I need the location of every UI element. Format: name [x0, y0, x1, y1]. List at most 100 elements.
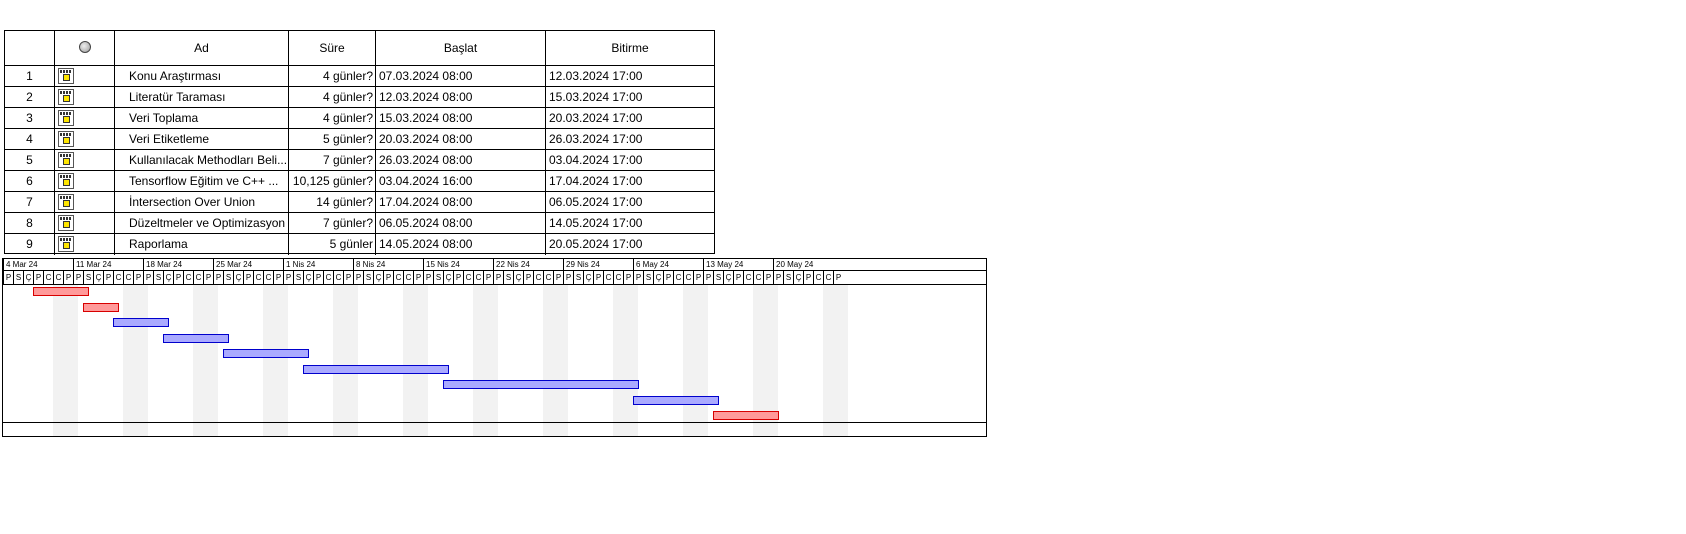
row-task-name[interactable]: Kullanılacak Methodları Beli... — [115, 150, 289, 170]
table-row[interactable]: 6 Tensorflow Eğitim ve C++ ... 10,125 günl… — [5, 171, 714, 192]
row-duration[interactable]: 7 günler? — [289, 213, 376, 233]
row-finish[interactable]: 20.05.2024 17:00 — [549, 237, 643, 251]
header-finish[interactable]: Bitirme — [611, 41, 649, 55]
task-calendar-icon — [58, 236, 74, 252]
table-row[interactable]: 4 Veri Etiketleme 5 günler? 20.03.2024 08:0… — [5, 129, 714, 150]
task-bar[interactable] — [713, 411, 779, 420]
day-label: P — [313, 271, 323, 284]
row-start[interactable]: 03.04.2024 16:00 — [376, 171, 546, 191]
task-bar[interactable] — [303, 364, 449, 374]
task-bar[interactable] — [443, 380, 639, 389]
row-duration[interactable]: 5 günler — [289, 234, 376, 255]
task-bar[interactable] — [223, 349, 309, 358]
row-duration[interactable]: 7 günler? — [289, 150, 376, 170]
row-duration[interactable]: 4 günler? — [289, 108, 376, 128]
day-label: C — [263, 271, 273, 284]
header-name[interactable]: Ad — [115, 31, 289, 65]
weekend-shading — [193, 285, 218, 436]
row-duration[interactable]: 10,125 günler? — [289, 171, 376, 191]
week-label: 20 May 24 — [773, 259, 843, 270]
row-duration[interactable]: 14 günler? — [289, 192, 376, 212]
row-finish[interactable]: 26.03.2024 17:00 — [549, 132, 643, 146]
table-row[interactable]: 2 Literatür Taraması 4 günler? 12.03.2024 0… — [5, 87, 714, 108]
table-row[interactable]: 9 Raporlama 5 günler 14.05.2024 08:00 20.05.… — [5, 234, 714, 255]
day-label: C — [53, 271, 63, 284]
day-label: P — [3, 271, 13, 284]
table-row[interactable]: 3 Veri Toplama 4 günler? 15.03.2024 08:00 20… — [5, 108, 714, 129]
row-id[interactable]: 8 — [5, 213, 55, 233]
row-finish[interactable]: 12.03.2024 17:00 — [549, 69, 643, 83]
row-indicators[interactable] — [55, 192, 115, 212]
row-id[interactable]: 1 — [5, 66, 55, 86]
row-indicators[interactable] — [55, 129, 115, 149]
row-start[interactable]: 12.03.2024 08:00 — [376, 87, 546, 107]
row-indicators[interactable] — [55, 87, 115, 107]
row-indicators[interactable] — [55, 213, 115, 233]
task-bar[interactable] — [83, 302, 119, 312]
row-duration[interactable]: 4 günler? — [289, 87, 376, 107]
row-finish[interactable]: 20.03.2024 17:00 — [549, 111, 643, 125]
gantt-chart: 4 Mar 24 11 Mar 24 18 Mar 24 25 Mar 24 1 Nis… — [2, 258, 987, 437]
row-task-name[interactable]: Konu Araştırması — [115, 66, 289, 86]
row-start[interactable]: 20.03.2024 08:00 — [376, 129, 546, 149]
row-indicators[interactable] — [55, 234, 115, 255]
header-duration[interactable]: Süre — [289, 31, 376, 65]
row-id[interactable]: 9 — [5, 234, 55, 255]
table-row[interactable]: 8 Düzeltmeler ve Optimizasyon 7 günler? 06.… — [5, 213, 714, 234]
day-label: C — [333, 271, 343, 284]
row-id[interactable]: 2 — [5, 87, 55, 107]
task-bar[interactable] — [33, 287, 89, 296]
row-task-name[interactable]: Veri Toplama — [115, 108, 289, 128]
row-id[interactable]: 6 — [5, 171, 55, 191]
row-task-name[interactable]: Raporlama — [115, 234, 289, 255]
day-label: C — [603, 271, 613, 284]
table-row[interactable]: 7 İntersection Over Union 14 günler? 17.04.… — [5, 192, 714, 213]
row-task-name[interactable]: Tensorflow Eğitim ve C++ ... — [115, 171, 289, 191]
row-finish[interactable]: 17.04.2024 17:00 — [549, 174, 643, 188]
row-start[interactable]: 06.05.2024 08:00 — [376, 213, 546, 233]
gantt-body[interactable] — [3, 285, 986, 436]
row-id[interactable]: 4 — [5, 129, 55, 149]
row-finish[interactable]: 03.04.2024 17:00 — [549, 153, 643, 167]
task-bar[interactable] — [113, 318, 169, 327]
row-start[interactable]: 17.04.2024 08:00 — [376, 192, 546, 212]
row-task-name[interactable]: Düzeltmeler ve Optimizasyon — [115, 213, 289, 233]
row-indicators[interactable] — [55, 66, 115, 86]
row-task-name[interactable]: İntersection Over Union — [115, 192, 289, 212]
row-task-name[interactable]: Veri Etiketleme — [115, 129, 289, 149]
row-indicators[interactable] — [55, 150, 115, 170]
header-indicators[interactable] — [55, 31, 115, 65]
day-label: P — [63, 271, 73, 284]
row-id[interactable]: 5 — [5, 150, 55, 170]
row-duration[interactable]: 5 günler? — [289, 129, 376, 149]
row-finish[interactable]: 06.05.2024 17:00 — [549, 195, 643, 209]
weekend-shading — [263, 285, 288, 436]
row-start[interactable]: 26.03.2024 08:00 — [376, 150, 546, 170]
header-start[interactable]: Başlat — [376, 31, 546, 65]
day-label: C — [813, 271, 823, 284]
table-row[interactable]: 1 Konu Araştırması 4 günler? 07.03.2024 08:… — [5, 66, 714, 87]
task-bar[interactable] — [633, 395, 719, 405]
row-start[interactable]: 07.03.2024 08:00 — [376, 66, 546, 86]
week-label: 8 Nis 24 — [353, 259, 423, 270]
header-id[interactable] — [5, 31, 55, 65]
day-label: P — [143, 271, 153, 284]
row-id[interactable]: 7 — [5, 192, 55, 212]
day-label: P — [273, 271, 283, 284]
row-duration[interactable]: 4 günler? — [289, 66, 376, 86]
day-label: P — [593, 271, 603, 284]
row-start[interactable]: 15.03.2024 08:00 — [376, 108, 546, 128]
row-task-name[interactable]: Literatür Taraması — [115, 87, 289, 107]
table-row[interactable]: 5 Kullanılacak Methodları Beli... 7 günler… — [5, 150, 714, 171]
task-bar[interactable] — [163, 333, 229, 343]
day-label: S — [363, 271, 373, 284]
row-finish[interactable]: 15.03.2024 17:00 — [549, 90, 643, 104]
row-id[interactable]: 3 — [5, 108, 55, 128]
row-indicators[interactable] — [55, 108, 115, 128]
week-label: 4 Mar 24 — [3, 259, 73, 270]
row-finish[interactable]: 14.05.2024 17:00 — [549, 216, 643, 230]
task-calendar-icon — [58, 89, 74, 105]
week-label: 15 Nis 24 — [423, 259, 493, 270]
row-indicators[interactable] — [55, 171, 115, 191]
row-start[interactable]: 14.05.2024 08:00 — [376, 234, 546, 255]
